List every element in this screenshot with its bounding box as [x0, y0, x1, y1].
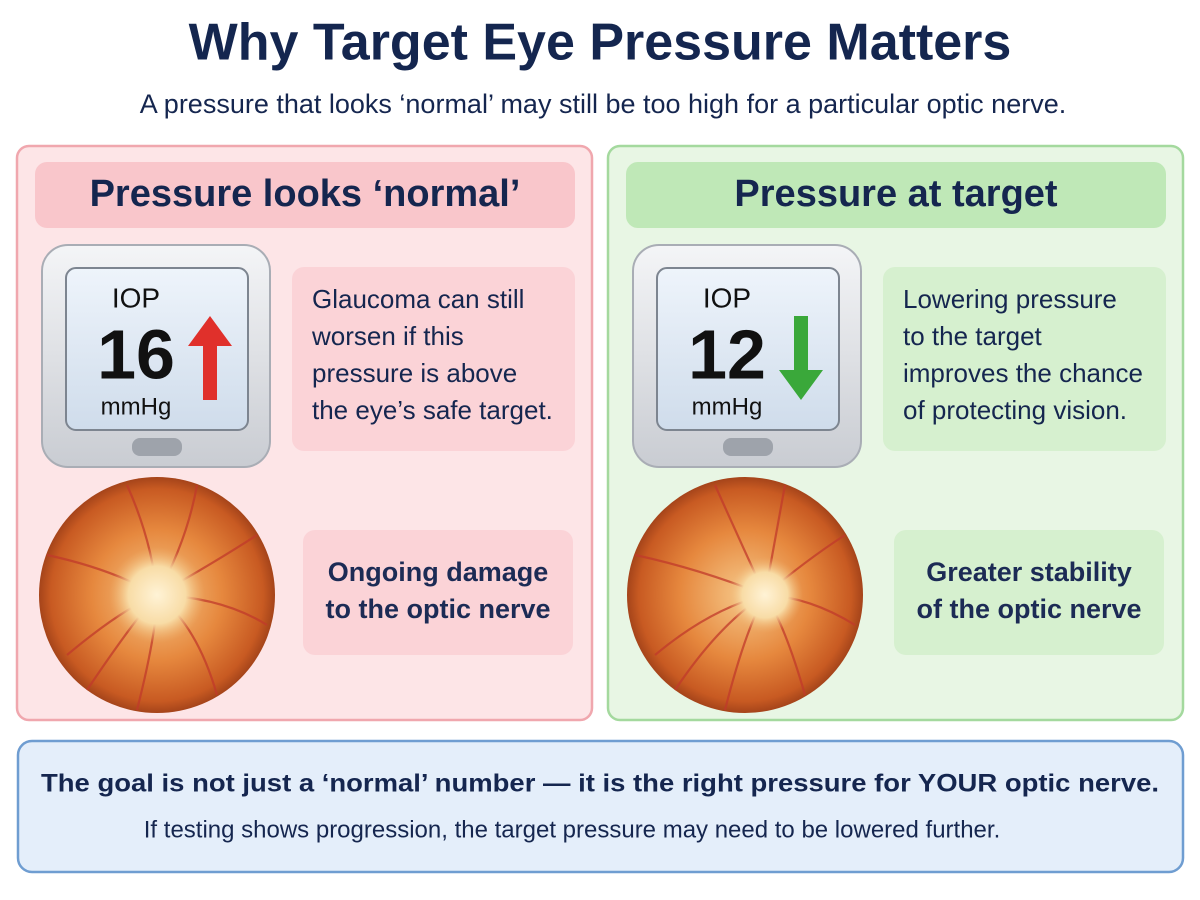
footer-box [16, 739, 1185, 874]
footer-main: The goal is not just a ‘normal’ number —… [41, 770, 1159, 798]
outcome-line: Greater stability [926, 557, 1132, 587]
panels: Pressure looks ‘normal’IOP16mmHgGlaucoma… [15, 144, 1185, 722]
panel-heading: Pressure at target [734, 173, 1057, 215]
note-line: pressure is above [312, 358, 517, 388]
note-box [292, 267, 575, 451]
note-line: worsen if this [311, 321, 464, 351]
outcome-line: of the optic nerve [916, 594, 1141, 624]
meter-label: IOP [112, 282, 160, 313]
outcome-box [303, 530, 573, 655]
arrow-down [779, 316, 823, 400]
note-box [883, 267, 1166, 451]
outcome-box [894, 530, 1164, 655]
meter-value: 12 [688, 315, 766, 393]
subtitle: A pressure that looks ‘normal’ may still… [140, 89, 1066, 119]
note-line: improves the chance [903, 358, 1143, 388]
optic-disc [727, 557, 803, 633]
panel-header [626, 162, 1166, 228]
meter-button [723, 438, 773, 456]
optic-disc [109, 547, 205, 643]
note-line: to the target [903, 321, 1043, 351]
panel-heading: Pressure looks ‘normal’ [90, 173, 521, 215]
note-line: of protecting vision. [903, 395, 1127, 425]
footer-sub: If testing shows progression, the target… [144, 816, 1000, 843]
meter-label: IOP [703, 282, 751, 313]
meter-unit: mmHg [101, 393, 172, 420]
note-line: the eye’s safe target. [312, 395, 553, 425]
meter-unit: mmHg [692, 393, 763, 420]
meter-button [132, 438, 182, 456]
note-line: Lowering pressure [903, 284, 1117, 314]
title: Why Target Eye Pressure Matters [189, 14, 1012, 72]
outcome-line: to the optic nerve [325, 594, 550, 624]
arrow-up [188, 316, 232, 400]
note-line: Glaucoma can still [312, 284, 524, 314]
outcome-line: Ongoing damage [328, 557, 549, 587]
meter-value: 16 [97, 315, 175, 393]
panel-header [35, 162, 575, 228]
meter-screen [65, 267, 249, 431]
